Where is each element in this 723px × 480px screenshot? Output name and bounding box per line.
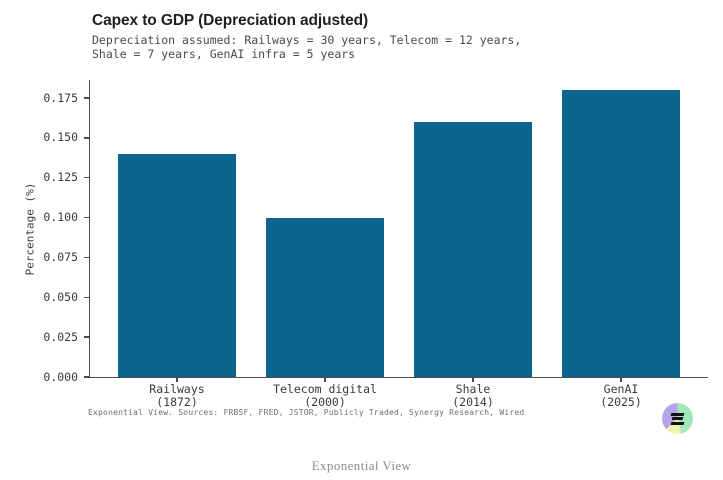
logo-glyph-bar xyxy=(670,421,685,425)
chart-title: Capex to GDP (Depreciation adjusted) xyxy=(92,12,369,29)
y-tick-mark xyxy=(84,296,89,298)
x-tick-mark xyxy=(176,377,178,382)
x-tick-mark xyxy=(324,377,326,382)
exponential-view-logo xyxy=(662,403,693,434)
x-tick-label-name: Shale xyxy=(455,382,491,396)
y-tick-label: 0.150 xyxy=(43,130,78,145)
x-tick-label: GenAI (2025) xyxy=(600,383,642,409)
x-tick-label-name: Telecom digital xyxy=(273,382,377,396)
y-tick-label: 0.075 xyxy=(43,249,78,264)
source-note: Exponential View. Sources: FRBSF, FRED, … xyxy=(88,408,525,417)
y-tick-label: 0.050 xyxy=(43,289,78,304)
x-tick-label: Railways (1872) xyxy=(149,383,204,409)
y-tick-label: 0.000 xyxy=(43,369,78,384)
plot-area: 0.000 0.025 0.050 0.075 0.100 0.125 0.150 0.175… xyxy=(43,80,708,409)
x-tick-label-year: (2014) xyxy=(452,395,494,409)
x-tick-mark xyxy=(472,377,474,382)
x-tick-label-year: (2000) xyxy=(304,395,346,409)
logo-glyph-bar xyxy=(670,412,685,416)
bar-railways xyxy=(117,153,237,377)
y-tick-mark xyxy=(84,177,89,179)
x-tick-label-name: Railways xyxy=(149,382,205,396)
y-tick-mark xyxy=(84,137,89,139)
y-tick-mark xyxy=(84,336,89,338)
y-tick-label: 0.125 xyxy=(43,170,78,185)
y-tick-label: 0.025 xyxy=(43,329,78,344)
x-tick-label-year: (1872) xyxy=(156,395,198,409)
logo-glyph-bar xyxy=(671,417,684,420)
chart-subtitle-line-2: Shale = 7 years, GenAI infra = 5 years xyxy=(92,46,356,61)
x-tick-label-year: (2025) xyxy=(600,395,642,409)
x-tick-mark xyxy=(620,377,622,382)
bar-telecom-digital xyxy=(265,217,385,377)
y-tick-mark xyxy=(84,376,89,378)
y-tick-label: 0.100 xyxy=(43,210,78,225)
bar-genai xyxy=(561,90,681,377)
y-tick-label: 0.175 xyxy=(43,90,78,105)
x-tick-label: Telecom digital (2000) xyxy=(273,383,377,409)
x-tick-label-name: GenAI xyxy=(603,382,639,396)
y-tick-mark xyxy=(84,97,89,99)
bar-shale xyxy=(413,121,533,377)
chart-subtitle: Depreciation assumed: Railways = 30 year… xyxy=(92,33,522,61)
x-tick-label: Shale (2014) xyxy=(452,383,494,409)
y-tick-mark xyxy=(84,216,89,219)
y-tick-mark xyxy=(84,256,89,259)
brand-text: Exponential View xyxy=(311,458,412,473)
chart-subtitle-line-1: Depreciation assumed: Railways = 30 year… xyxy=(92,33,522,47)
